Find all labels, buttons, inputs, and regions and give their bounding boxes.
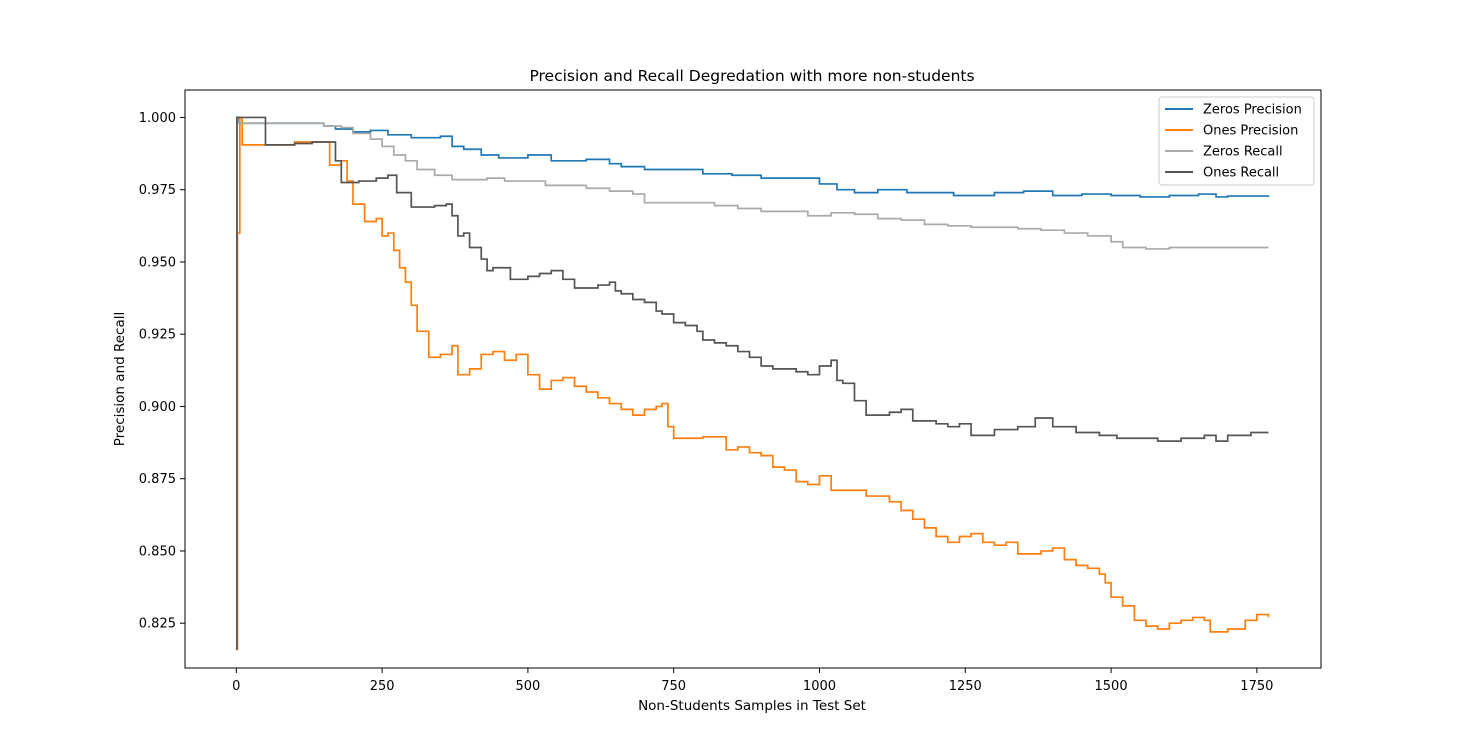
x-tick-label: 750	[661, 679, 686, 694]
series-layer	[236, 116, 1270, 651]
series-line-ones-precision	[236, 116, 1270, 651]
x-tick-label: 1500	[1095, 679, 1128, 694]
y-tick-label: 0.975	[139, 183, 176, 198]
x-tick-label: 1250	[949, 679, 982, 694]
x-tick-label: 1000	[803, 679, 836, 694]
y-tick-label: 0.875	[139, 472, 176, 487]
x-tick-label: 1750	[1240, 679, 1273, 694]
x-tick-label: 500	[515, 679, 540, 694]
series-line-zeros-precision	[236, 116, 1270, 651]
legend-label-ones-precision: Ones Precision	[1203, 124, 1298, 139]
legend-box	[1158, 96, 1315, 186]
x-axis-title: Non-Students Samples in Test Set	[638, 698, 866, 714]
plot-frame	[184, 89, 1322, 669]
y-tick-label: 0.900	[139, 400, 176, 415]
y-tick-label: 0.925	[139, 328, 176, 343]
y-axis: 0.825 0.850 0.875 0.900 0.925 0.950 0.975 1.000	[139, 111, 185, 632]
plot-area	[236, 116, 1270, 651]
x-axis: 0 250 500 750 1000 1250 1500 1750	[232, 668, 1273, 694]
legend-label-zeros-recall: Zeros Recall	[1203, 145, 1283, 160]
series-line-ones-recall	[236, 116, 1269, 651]
legend: Zeros Precision Ones Precision Zeros Recal…	[1158, 96, 1315, 186]
legend-label-zeros-precision: Zeros Precision	[1203, 103, 1302, 118]
series-line-zeros-recall	[236, 122, 1269, 651]
x-tick-label: 0	[232, 679, 240, 694]
x-tick-label: 250	[370, 679, 395, 694]
y-tick-label: 0.850	[139, 544, 176, 559]
y-axis-title: Precision and Recall	[112, 312, 128, 447]
y-tick-label: 0.825	[139, 617, 176, 632]
y-tick-label: 1.000	[139, 111, 176, 126]
legend-label-ones-recall: Ones Recall	[1203, 166, 1279, 181]
y-tick-label: 0.950	[139, 255, 176, 270]
chart-title: Precision and Recall Degredation with mo…	[529, 67, 974, 85]
